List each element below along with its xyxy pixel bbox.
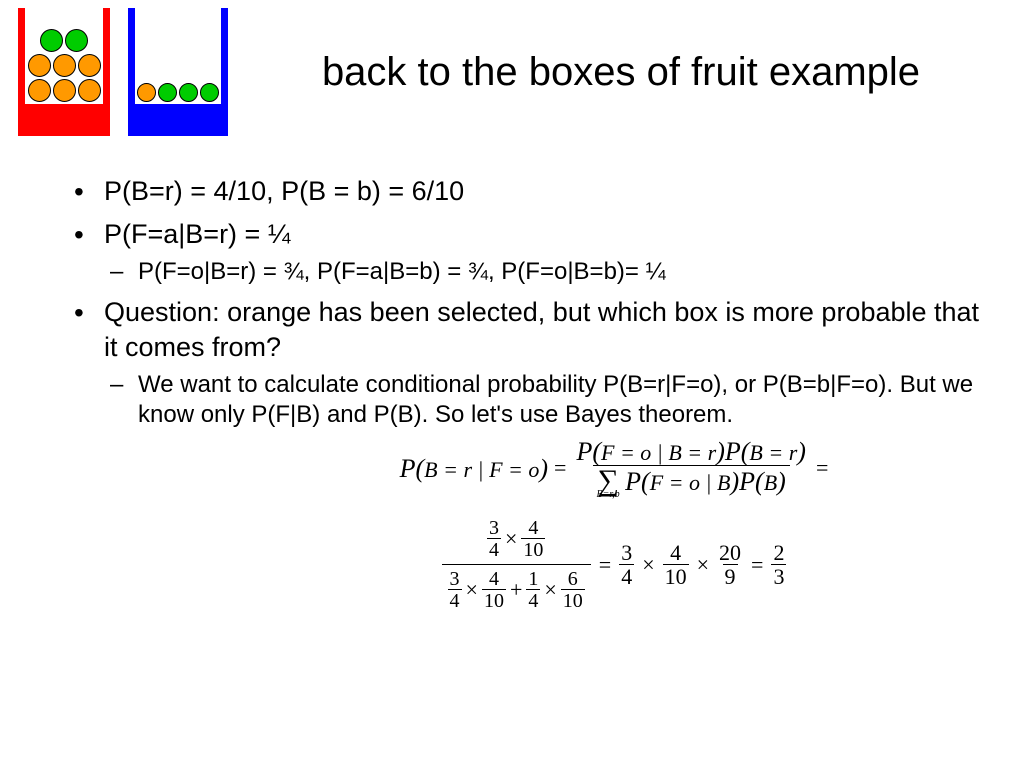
bigfrac-num: 34 × 410 xyxy=(481,518,551,564)
d: 4 xyxy=(619,564,634,588)
times-icon: × xyxy=(505,525,517,553)
times-icon: × xyxy=(642,551,654,579)
sub-text: P(F=o|B=r) = ¾, P(F=a|B=b) = ¾, P(F=o|B=… xyxy=(138,258,666,285)
n: 4 xyxy=(487,569,501,589)
times-icon: × xyxy=(466,576,478,604)
eq-trailing: = xyxy=(816,454,828,482)
bullet-text: P(B=r) = 4/10, P(B = b) = 6/10 xyxy=(104,176,464,206)
orange-fruit-icon xyxy=(78,54,101,77)
bullet-text: P(F=a|B=r) = ¼ xyxy=(104,219,290,249)
eq-lhs: P(B = r | F = o) xyxy=(400,452,548,485)
d: 9 xyxy=(723,564,738,588)
bullet-item: P(F=a|B=r) = ¼ P(F=o|B=r) = ¾, P(F=a|B=b… xyxy=(74,217,984,288)
n: 2 xyxy=(771,542,786,564)
n: 4 xyxy=(668,542,683,564)
sub-list: We want to calculate conditional probabi… xyxy=(104,370,984,430)
bullet-text: Question: orange has been selected, but … xyxy=(104,297,979,362)
plus-icon: + xyxy=(510,576,522,604)
bullet-list: P(B=r) = 4/10, P(B = b) = 6/10 P(F=a|B=r… xyxy=(74,174,984,430)
n: 3 xyxy=(487,518,501,538)
eq-denominator: ∑B=r,b P(F = o | B)P(B) xyxy=(593,465,790,498)
eq-equals: = xyxy=(554,454,566,482)
orange-fruit-icon xyxy=(78,79,101,102)
d: 3 xyxy=(771,564,786,588)
box-floor xyxy=(18,104,110,136)
d: 10 xyxy=(521,538,545,560)
sum-icon: ∑B=r,b xyxy=(597,470,620,498)
equals-icon: = xyxy=(599,551,611,579)
fruit-grid xyxy=(25,12,103,104)
box-floor xyxy=(128,104,228,136)
apple-fruit-icon xyxy=(179,83,198,102)
sub-item: P(F=o|B=r) = ¾, P(F=a|B=b) = ¾, P(F=o|B=… xyxy=(104,257,984,287)
big-fraction: 34 × 410 34 × 410 + 14 × 610 xyxy=(442,518,591,611)
n: 20 xyxy=(717,542,743,564)
bullet-item: Question: orange has been selected, but … xyxy=(74,295,984,430)
orange-fruit-icon xyxy=(28,79,51,102)
bayes-equation: P(B = r | F = o) = P(F = o | B = r)P(B =… xyxy=(244,438,984,498)
n: 1 xyxy=(526,569,540,589)
n: 3 xyxy=(448,569,462,589)
d: 10 xyxy=(663,564,689,588)
header: back to the boxes of fruit example xyxy=(0,0,1024,136)
d: 4 xyxy=(448,589,462,611)
bullet-item: P(B=r) = 4/10, P(B = b) = 6/10 xyxy=(74,174,984,209)
slide: back to the boxes of fruit example P(B=r… xyxy=(0,0,1024,768)
slide-title: back to the boxes of fruit example xyxy=(228,50,1004,95)
eq-numerator: P(F = o | B = r)P(B = r) xyxy=(572,438,809,465)
n: 4 xyxy=(526,518,540,538)
orange-fruit-icon xyxy=(137,83,156,102)
sigma-sub: B=r,b xyxy=(597,491,620,498)
equals-icon: = xyxy=(751,551,763,579)
times-icon: × xyxy=(544,576,556,604)
n: 3 xyxy=(619,542,634,564)
times-icon: × xyxy=(697,551,709,579)
bigfrac-den: 34 × 410 + 14 × 610 xyxy=(442,564,591,611)
apple-fruit-icon xyxy=(65,29,88,52)
red-box xyxy=(18,8,110,136)
eq-text: B = r | F = o xyxy=(424,457,539,482)
d: 4 xyxy=(487,538,501,560)
sub-text: We want to calculate conditional probabi… xyxy=(138,371,973,428)
d: 10 xyxy=(561,589,585,611)
orange-fruit-icon xyxy=(53,54,76,77)
n: 6 xyxy=(566,569,580,589)
d: 10 xyxy=(482,589,506,611)
fruit-boxes-diagram xyxy=(18,8,228,136)
equation-area: P(B = r | F = o) = P(F = o | B = r)P(B =… xyxy=(74,438,984,611)
sub-item: We want to calculate conditional probabi… xyxy=(104,370,984,430)
fruit-grid xyxy=(135,12,221,104)
apple-fruit-icon xyxy=(40,29,63,52)
orange-fruit-icon xyxy=(53,79,76,102)
apple-fruit-icon xyxy=(158,83,177,102)
eq-fraction: P(F = o | B = r)P(B = r) ∑B=r,b P(F = o … xyxy=(572,438,809,498)
numeric-equation: 34 × 410 34 × 410 + 14 × 610 = 34 xyxy=(244,518,984,611)
sub-list: P(F=o|B=r) = ¾, P(F=a|B=b) = ¾, P(F=o|B=… xyxy=(104,257,984,287)
d: 4 xyxy=(526,589,540,611)
apple-fruit-icon xyxy=(200,83,219,102)
blue-box xyxy=(128,8,228,136)
slide-content: P(B=r) = 4/10, P(B = b) = 6/10 P(F=a|B=r… xyxy=(0,136,1024,611)
orange-fruit-icon xyxy=(28,54,51,77)
